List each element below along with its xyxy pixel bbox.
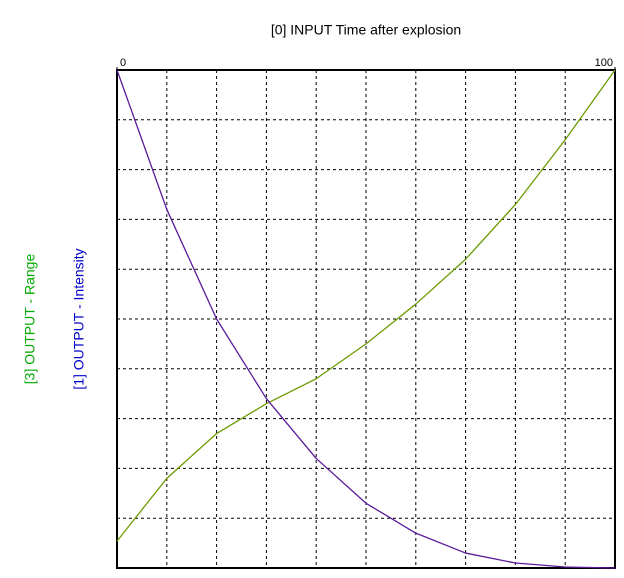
x-tick-label: 0 [120,57,126,69]
y-axis-label: [1] OUTPUT - Intensity [71,248,87,389]
x-tick-label: 100 [595,57,613,69]
plot-frame [116,69,616,569]
y-axis-label: [3] OUTPUT - Range [22,254,38,385]
data-line [116,69,616,569]
x-axis-label: [0] INPUT Time after explosion [271,22,461,38]
data-line [116,69,616,542]
